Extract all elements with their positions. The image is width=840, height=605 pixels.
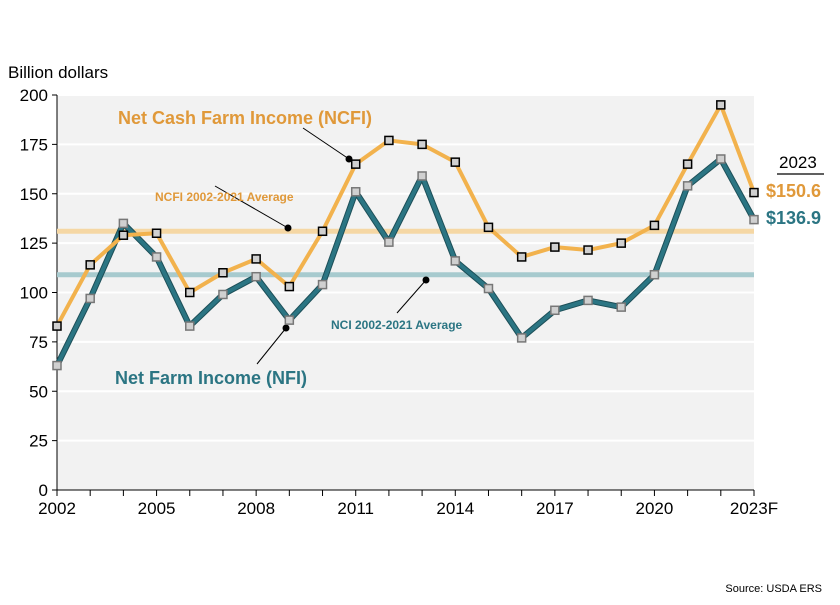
nfi-marker bbox=[516, 333, 527, 343]
nci-avg-leader-line bbox=[396, 279, 427, 314]
y-tick-label: 50 bbox=[29, 382, 48, 401]
nfi-marker bbox=[583, 295, 593, 306]
ncfi-leader-line bbox=[302, 127, 350, 160]
y-tick-label: 100 bbox=[20, 284, 48, 303]
nfi-marker bbox=[52, 360, 62, 371]
y-axis-label: Billion dollars bbox=[8, 63, 108, 82]
ncfi-marker bbox=[185, 287, 195, 298]
ncfi-2023-value: $150.6 bbox=[766, 181, 821, 201]
nfi-marker bbox=[384, 237, 394, 247]
x-tick-label: 2008 bbox=[237, 499, 275, 518]
year-2023-header: 2023 bbox=[779, 153, 817, 172]
x-tick-label: 2011 bbox=[337, 499, 374, 518]
nfi-marker bbox=[251, 271, 261, 282]
ncfi-marker bbox=[417, 139, 427, 150]
y-tick-label: 125 bbox=[20, 234, 48, 253]
ncfi-marker bbox=[682, 159, 693, 169]
ncfi-marker bbox=[251, 254, 261, 264]
ncfi-avg-leader-line bbox=[214, 185, 289, 229]
leader-dot bbox=[422, 276, 430, 284]
nfi-marker bbox=[284, 315, 295, 325]
ncfi-series-label: Net Cash Farm Income (NCFI) bbox=[118, 108, 372, 128]
nfi-marker bbox=[350, 187, 361, 197]
leader-dot bbox=[345, 155, 353, 163]
nfi-2023-value: $136.9 bbox=[766, 208, 821, 228]
y-tick-label: 200 bbox=[20, 86, 48, 105]
ncfi-marker bbox=[118, 230, 129, 240]
nfi-marker bbox=[483, 283, 494, 294]
ncfi-marker bbox=[284, 281, 295, 292]
ncfi-marker bbox=[550, 242, 560, 252]
ncfi-marker bbox=[483, 222, 494, 233]
ncfi-marker bbox=[52, 321, 62, 331]
nfi-marker bbox=[85, 293, 95, 304]
nfi-series-label: Net Farm Income (NFI) bbox=[115, 368, 307, 388]
x-tick-label: 2023F bbox=[730, 499, 778, 518]
y-tick-label: 150 bbox=[20, 185, 48, 204]
x-tick-label: 2014 bbox=[436, 499, 474, 518]
y-tick-label: 0 bbox=[39, 481, 48, 500]
nfi-marker bbox=[417, 171, 427, 181]
x-tick-label: 2002 bbox=[38, 499, 76, 518]
y-tick-label: 175 bbox=[20, 135, 48, 154]
nfi-marker bbox=[185, 321, 195, 331]
nfi-marker bbox=[749, 214, 759, 225]
ncfi-marker bbox=[218, 268, 228, 278]
ncfi-marker bbox=[450, 157, 461, 167]
y-tick-label: 75 bbox=[29, 333, 48, 352]
nfi-leader-line bbox=[256, 327, 287, 365]
nfi-marker bbox=[450, 256, 461, 266]
nfi-marker bbox=[682, 181, 693, 191]
y-tick-label: 25 bbox=[29, 432, 48, 451]
ncfi-line bbox=[55, 102, 756, 328]
ncfi-marker bbox=[151, 228, 162, 238]
ncfi-marker bbox=[616, 238, 626, 248]
nfi-marker bbox=[550, 305, 560, 316]
ncfi-marker bbox=[583, 245, 593, 255]
nfi-marker bbox=[317, 279, 328, 290]
nfi-marker bbox=[218, 289, 228, 300]
x-tick-label: 2005 bbox=[138, 499, 176, 518]
ncfi-marker bbox=[716, 100, 726, 110]
ncfi-average-label: NCFI 2002-2021 Average bbox=[155, 190, 294, 204]
nfi-line bbox=[55, 156, 756, 367]
leader-dot bbox=[284, 224, 292, 232]
ncfi-marker bbox=[85, 260, 95, 270]
x-tick-label: 2017 bbox=[536, 499, 574, 518]
ncfi-marker bbox=[350, 159, 361, 169]
source-note: Source: USDA ERS bbox=[725, 583, 822, 595]
leader-dot bbox=[282, 324, 290, 332]
nci-average-label: NCI 2002-2021 Average bbox=[331, 318, 463, 332]
nfi-marker bbox=[151, 252, 162, 262]
ncfi-marker bbox=[749, 187, 759, 198]
ncfi-marker bbox=[516, 252, 527, 262]
x-tick-label: 2020 bbox=[636, 499, 674, 518]
nfi-marker bbox=[649, 269, 660, 280]
nfi-marker bbox=[118, 218, 129, 229]
nfi-marker bbox=[616, 302, 626, 312]
ncfi-marker bbox=[384, 135, 394, 146]
ncfi-marker bbox=[317, 226, 328, 237]
ncfi-marker bbox=[649, 220, 660, 231]
nfi-marker bbox=[716, 154, 726, 164]
